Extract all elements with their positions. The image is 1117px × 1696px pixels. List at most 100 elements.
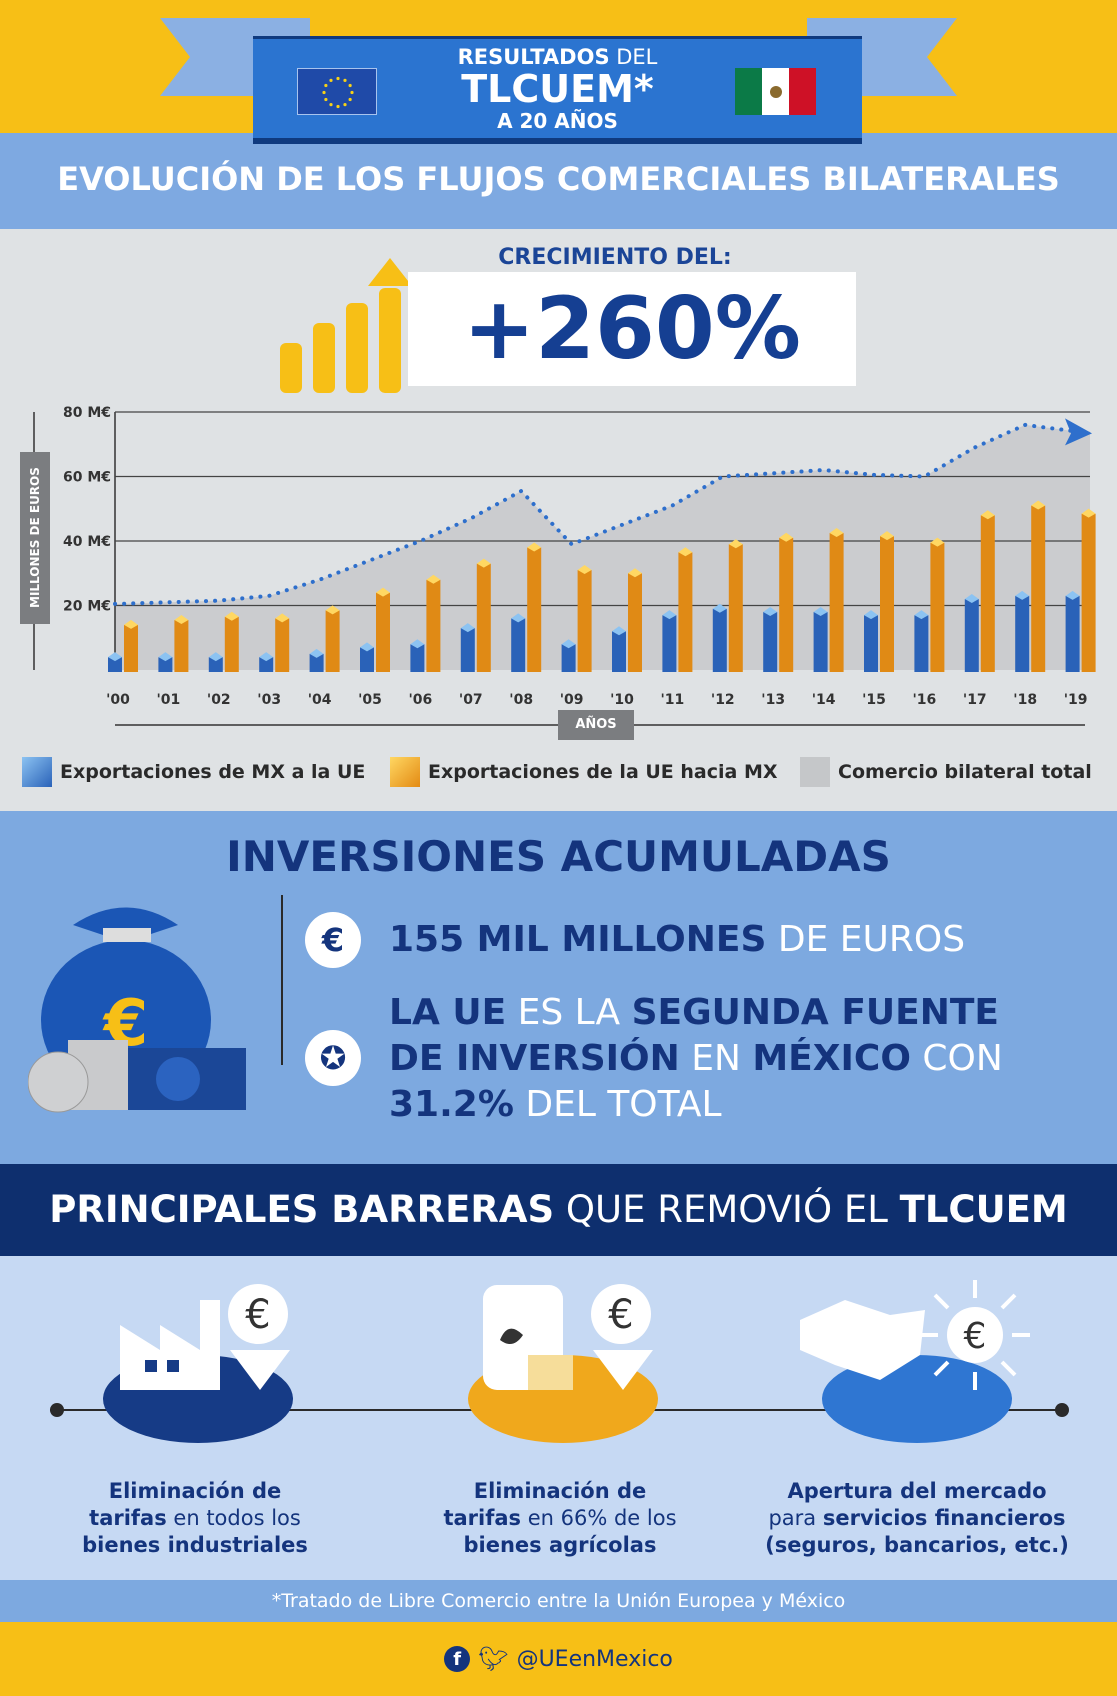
x-tick-label: '15: [862, 692, 886, 708]
rank-text: SEGUNDA FUENTE: [631, 992, 1000, 1033]
mx-export-bar-top: [1065, 590, 1080, 600]
mx-export-bar: [1015, 595, 1030, 672]
eu-export-bar-top: [728, 539, 743, 549]
mx-export-bar-top: [964, 594, 979, 604]
y-tick-label: 80 M€: [63, 405, 111, 421]
mx-export-bar: [410, 644, 425, 672]
legend-swatch-blue-cube-icon: [22, 757, 52, 787]
mx-export-bar-top: [561, 639, 576, 649]
caption-text: Eliminación de: [473, 1479, 647, 1503]
mx-export-bar-top: [712, 603, 727, 613]
svg-text:€: €: [608, 1292, 633, 1338]
x-tick-label: '18: [1013, 692, 1037, 708]
y-tick-label: 60 M€: [63, 470, 111, 486]
eu-export-bar: [124, 624, 138, 672]
connector-dot: [1055, 1403, 1069, 1417]
twitter-icon[interactable]: 🐦︎: [478, 1645, 509, 1673]
eu-export-bar: [325, 610, 340, 672]
mx-export-bar-top: [158, 652, 173, 662]
svg-text:€: €: [245, 1292, 270, 1338]
legend-label: Comercio bilateral total: [838, 761, 1092, 783]
mx-export-bar: [864, 615, 878, 672]
x-tick-label: '19: [1064, 692, 1088, 708]
rank-text: EN: [679, 1038, 753, 1079]
mx-export-bar-top: [864, 610, 878, 620]
eu-export-bar: [275, 618, 290, 672]
investments-title: INVERSIONES ACUMULADAS: [226, 832, 891, 881]
eu-export-bar: [678, 552, 693, 672]
barrier-caption-2: Eliminación de tarifas en 66% de los biene…: [410, 1478, 710, 1559]
legend-item-mx-exports: Exportaciones de MX a la UE: [22, 757, 365, 787]
mexico-flag-icon: [735, 68, 816, 115]
rank-text: DEL TOTAL: [513, 1084, 722, 1125]
mx-export-bar: [914, 615, 929, 672]
eu-export-bar-top: [224, 611, 239, 621]
eu-export-bar-top: [980, 510, 995, 520]
x-tick-label: '01: [157, 692, 181, 708]
eu-export-bar: [779, 537, 794, 672]
social-footer: f 🐦︎ @UEenMexico: [0, 1622, 1117, 1696]
mx-export-bar-top: [208, 652, 223, 662]
x-tick-label: '14: [812, 692, 836, 708]
mx-export-bar: [158, 657, 173, 672]
total-trade-area: [115, 424, 1090, 670]
legend-swatch-orange-cube-icon: [390, 757, 420, 787]
x-tick-label: '13: [761, 692, 785, 708]
caption-text: servicios financieros: [822, 1506, 1066, 1530]
eu-flag-icon: [297, 68, 377, 115]
mx-export-bar-top: [612, 626, 626, 636]
euro-icon: €: [305, 912, 361, 968]
mx-export-bar-top: [511, 613, 526, 623]
caption-text: bienes agrícolas: [463, 1533, 657, 1557]
investment-rank: LA UE ES LA SEGUNDA FUENTE DE INVERSIÓN E…: [389, 990, 1089, 1128]
eu-export-bar: [930, 542, 945, 672]
growth-label: CRECIMIENTO DEL:: [498, 245, 732, 270]
trade-chart: 20 M€ 40 M€ 60 M€ 80 M€ '00 '01 '02 '03 '04 '05 '0…: [33, 405, 1096, 726]
mx-export-bar: [712, 608, 727, 672]
footnote: *Tratado de Libre Comercio entre la Unió…: [0, 1580, 1117, 1622]
legend-label: Exportaciones de la UE hacia MX: [428, 761, 778, 783]
x-tick-label: '02: [207, 692, 231, 708]
mx-export-bar: [460, 628, 475, 672]
mx-export-bar: [561, 644, 576, 672]
eu-export-bar-top: [779, 532, 794, 542]
rank-text: ES LA: [506, 992, 632, 1033]
section-title-band: [0, 133, 1117, 229]
eu-export-bar: [829, 532, 844, 672]
title-main: TLCUEM*: [461, 67, 654, 111]
mx-export-bar: [964, 599, 979, 672]
facebook-icon[interactable]: f: [444, 1646, 471, 1672]
x-tick-label: '16: [913, 692, 937, 708]
legend-item-eu-exports: Exportaciones de la UE hacia MX: [390, 757, 778, 787]
eu-export-bar-top: [930, 537, 945, 547]
barriers-title-bold: TLCUEM: [899, 1188, 1068, 1231]
mx-export-bar-top: [662, 610, 677, 620]
growth-bars-icon: [280, 258, 412, 393]
caption-text: Apertura del mercado: [787, 1479, 1047, 1503]
social-handle[interactable]: @UEenMexico: [516, 1646, 673, 1672]
eu-export-bar-top: [426, 574, 441, 584]
trend-arrow-icon: [1065, 418, 1092, 446]
mx-export-bar-top: [914, 610, 929, 620]
eu-export-bar: [1081, 513, 1096, 672]
eu-export-bar: [376, 592, 390, 672]
eu-export-bar-top: [376, 587, 390, 597]
eu-export-bar-top: [527, 542, 542, 552]
title-line1-bold: RESULTADOS: [457, 45, 610, 69]
eu-export-bar-top: [174, 615, 189, 625]
mx-export-bar-top: [309, 648, 324, 658]
caption-text: en 66% de los: [521, 1506, 677, 1530]
mx-export-bar: [662, 615, 677, 672]
agriculture-icon: €: [483, 1284, 653, 1390]
x-tick-label: '10: [610, 692, 634, 708]
handshake-icon: €: [800, 1280, 1030, 1390]
medal-icon: ✪: [305, 1030, 361, 1086]
caption-text: bienes industriales: [82, 1533, 308, 1557]
x-tick-label: '09: [560, 692, 584, 708]
mx-export-bar: [612, 631, 626, 672]
mx-export-bar: [763, 611, 778, 672]
mx-export-bar: [813, 611, 828, 672]
caption-text: (seguros, bancarios, etc.): [765, 1533, 1069, 1557]
mx-export-bar-top: [360, 642, 374, 652]
mx-export-bar-top: [763, 606, 778, 616]
